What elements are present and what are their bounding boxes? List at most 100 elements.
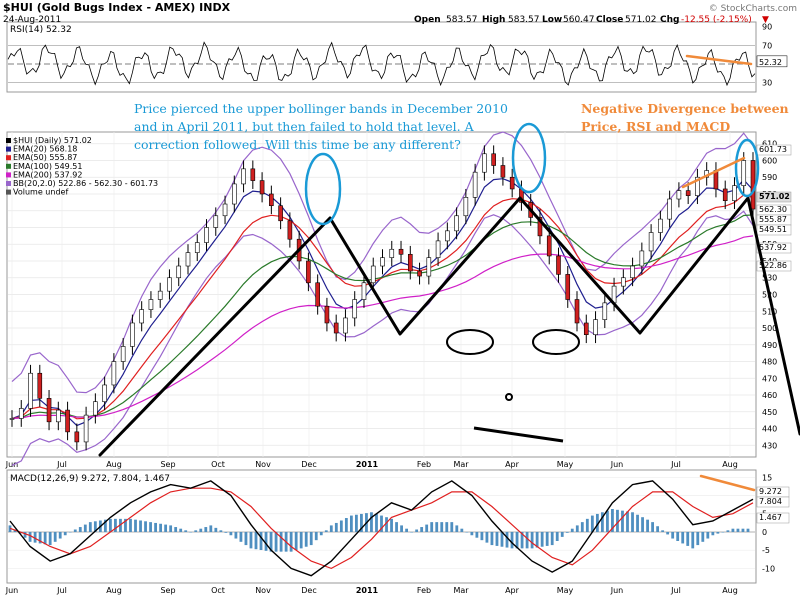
macd-histogram-bar [239,531,243,542]
price-candle [56,409,61,423]
macd-histogram-bar [249,531,253,549]
macd-histogram-bar [621,510,624,532]
macd-histogram-bar [375,513,378,532]
annotation-line: correction followed. Will this time be a… [134,137,461,152]
price-candle [65,409,70,433]
macd-histogram-bar [711,531,715,536]
price-label-box [756,242,792,254]
legend-swatch [6,172,11,178]
price-candle [74,431,80,443]
price-candle [639,250,645,267]
macd-histogram-bar [510,531,514,549]
rsi-ytick-label: 70 [762,41,772,50]
macd-divergence-line [699,474,756,492]
price-candle [417,270,422,277]
x-axis-label: Jul [56,460,67,469]
price-candle [602,302,608,320]
macd-histogram-bar [229,531,233,536]
price-candle [185,252,191,267]
macd-histogram-bar [626,511,629,532]
macd-histogram-bar [149,522,152,532]
x-axis-label: Feb [417,586,431,595]
macd-histogram-bar [53,531,57,542]
price-ytick-label: 530 [762,274,777,283]
macd-histogram-bar [611,509,614,532]
macd-histogram-bar [590,515,594,532]
macd-histogram-bar [83,524,87,532]
price-candle [232,183,237,205]
macd-histogram-bar [400,525,403,532]
macd-histogram-bar [319,531,323,536]
macd-ytick-label: 15 [762,473,772,482]
price-candle [343,317,348,334]
legend-swatch [6,155,11,161]
price-candle [482,153,487,173]
macd-histogram-bar [505,531,509,548]
x-axis-label: Apr [505,460,520,469]
legend-entry: EMA(100) 549.51 [13,162,82,171]
macd-histogram-bar [43,531,47,545]
bollinger-upper [11,131,754,394]
macd-ytick-label: 0 [762,528,767,537]
price-ytick-label: 610 [762,140,777,149]
macd-histogram-bar [445,522,449,532]
macd-histogram-bar [304,531,308,547]
legend-entry: BB(20,2.0) 522.86 - 562.30 - 601.73 [13,179,158,188]
macd-histogram-bar [349,515,353,532]
macd-histogram-bar [425,524,429,532]
price-candle [93,401,98,416]
macd-histogram-bar [540,531,544,547]
rsi-last-box [756,55,788,68]
low-value: 560.47 [563,15,595,25]
price-candle [18,408,24,419]
macd-histogram-bar [565,531,569,533]
macd-histogram-bar [450,522,454,532]
macd-histogram-bar [681,531,685,544]
macd-histogram-bar [224,531,228,533]
macd-histogram-bar [575,525,579,532]
macd-histogram-bar [214,527,218,532]
macd-histogram-bar [520,531,524,549]
price-candle [732,185,737,201]
price-candle [426,257,432,277]
price-candle [556,255,561,275]
x-axis-label: Jul [56,586,67,595]
rsi-line [7,41,756,87]
annotation-line: Price, RSI and MACD [581,119,730,134]
price-candle [250,168,256,181]
peak-circles [304,122,760,226]
price-candle [370,265,376,284]
price-ytick-label: 600 [762,156,777,165]
x-axis-label: Nov [255,460,271,469]
price-ytick-label: 500 [762,324,777,333]
price-candle [176,265,182,279]
price-label: 522.86 [759,261,787,270]
macd-histogram-bar [641,517,644,532]
peak-circle-apr [511,122,547,194]
macd-histogram-bar [380,515,383,532]
price-candle [111,361,117,386]
price-candle [722,188,728,201]
price-label: 601.73 [759,145,787,154]
divergence-lines [681,54,756,492]
macd-histogram-bar [500,531,504,547]
macd-histogram-bar [78,527,82,532]
macd-histogram-bar [495,531,499,546]
x-axis-label: Jul [670,460,681,469]
rsi-legend: RSI(14) 52.32 [10,25,72,35]
macd-histogram-bar [490,531,494,546]
price-ytick-label: 430 [762,441,777,450]
x-axis-label: Jun [610,460,624,469]
smiley-nose [505,393,513,401]
chg-label: Chg [660,15,679,25]
price-candle [648,232,654,252]
macd-histogram-bar [109,518,112,532]
price-label: 562.30 [759,205,787,214]
price-candle [9,418,15,420]
macd-histogram-bar [88,522,92,532]
macd-histogram-bar [395,522,398,532]
macd-histogram-bar [405,528,409,532]
x-axis-label: Jun [5,586,19,595]
macd-value-box [756,496,790,508]
